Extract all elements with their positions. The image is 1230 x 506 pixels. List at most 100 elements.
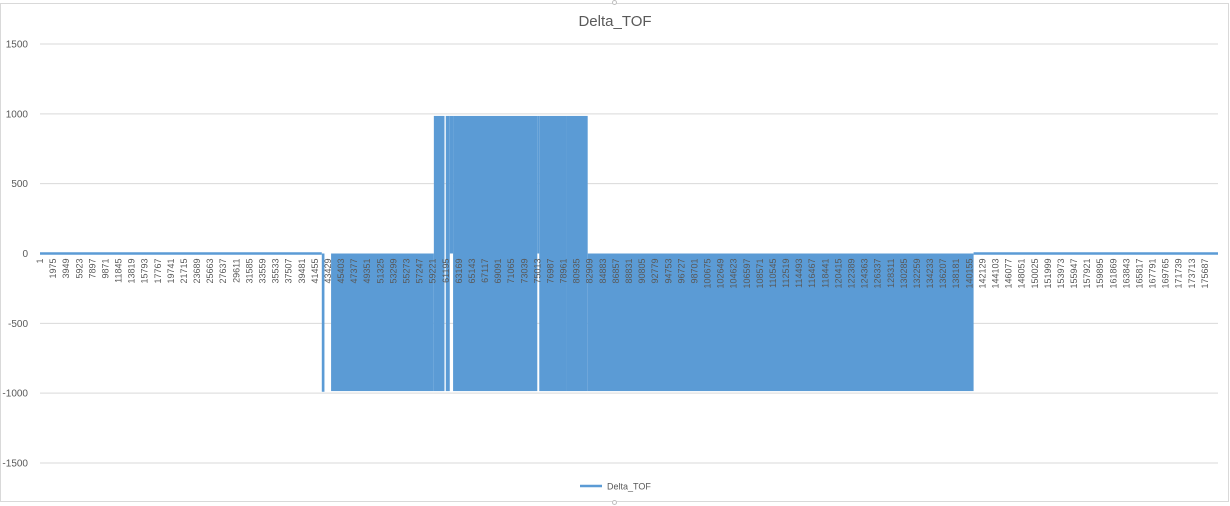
x-tick-label: 5923 <box>74 259 84 279</box>
x-tick-label: 23689 <box>192 259 202 284</box>
x-tick-label: 1 <box>35 259 45 264</box>
x-tick-label: 159895 <box>1095 259 1105 289</box>
series-band-segment <box>433 115 445 392</box>
x-tick-label: 78961 <box>559 259 569 284</box>
x-tick-label: 37507 <box>284 259 294 284</box>
x-tick-label: 114493 <box>794 259 804 288</box>
series-delta-tof <box>40 115 1218 392</box>
x-tick-label: 167791 <box>1148 259 1158 289</box>
x-tick-label: 47377 <box>349 259 359 284</box>
x-tick-label: 82909 <box>585 259 595 284</box>
x-tick-label: 55273 <box>401 259 411 284</box>
x-tick-label: 140155 <box>964 259 974 289</box>
x-tick-label: 90805 <box>637 259 647 284</box>
x-tick-label: 130285 <box>899 259 909 289</box>
x-tick-label: 138181 <box>951 259 961 289</box>
series-band-segment <box>587 253 974 392</box>
x-tick-label: 120415 <box>833 259 843 289</box>
x-tick-label: 132259 <box>912 259 922 289</box>
x-tick-label: 27637 <box>218 259 228 284</box>
x-tick-label: 45403 <box>336 259 346 284</box>
y-tick-label: -1500 <box>2 459 28 470</box>
x-tick-label: 169765 <box>1161 259 1171 289</box>
x-tick-label: 88831 <box>624 259 634 284</box>
x-tick-label: 108571 <box>755 259 765 289</box>
series-band-segment <box>537 115 540 254</box>
resize-handle-bottom[interactable] <box>612 500 617 505</box>
series-band-segment <box>331 253 434 392</box>
x-tick-label: 19741 <box>166 259 176 284</box>
x-tick-label: 63169 <box>454 259 464 284</box>
x-tick-label: 59221 <box>428 259 438 284</box>
x-tick-label: 136207 <box>938 259 948 289</box>
series-band-segment <box>539 115 567 392</box>
x-tick-label: 9871 <box>100 259 110 279</box>
x-tick-label: 112519 <box>781 259 791 288</box>
x-tick-label: 134233 <box>925 259 935 289</box>
x-tick-label: 31585 <box>244 259 254 284</box>
x-tick-label: 124363 <box>860 259 870 289</box>
x-tick-label: 146077 <box>1004 259 1014 289</box>
x-tick-label: 106597 <box>742 259 752 289</box>
x-tick-label: 165817 <box>1134 259 1144 289</box>
x-tick-label: 1975 <box>48 259 58 279</box>
x-tick-label: 157921 <box>1082 259 1092 289</box>
x-tick-label: 35533 <box>271 259 281 284</box>
x-tick-label: 41455 <box>310 259 320 284</box>
series-band-segment <box>453 115 538 392</box>
x-tick-label: 7897 <box>87 259 97 279</box>
x-tick-label: 175687 <box>1200 259 1210 289</box>
x-tick-label: 171739 <box>1174 259 1184 289</box>
x-tick-label: 39481 <box>297 259 307 284</box>
x-tick-label: 94753 <box>663 259 673 284</box>
x-tick-label: 49351 <box>362 259 372 284</box>
x-tick-label: 155947 <box>1069 259 1079 289</box>
y-tick-label: -500 <box>8 319 28 330</box>
x-tick-label: 128311 <box>886 259 896 288</box>
x-tick-label: 144103 <box>990 259 1000 289</box>
y-tick-label: -1000 <box>2 389 28 400</box>
x-tick-label: 80935 <box>572 259 582 284</box>
x-tick-label: 57247 <box>415 259 425 284</box>
x-tick-label: 29611 <box>231 259 241 283</box>
resize-handle-top[interactable] <box>612 0 617 5</box>
series-band-segment <box>449 115 454 254</box>
x-tick-label: 84883 <box>598 259 608 284</box>
x-tick-label: 13819 <box>127 259 137 284</box>
x-tick-label: 148051 <box>1017 259 1027 289</box>
y-tick-label: 1000 <box>6 109 29 120</box>
x-tick-label: 73039 <box>519 259 529 284</box>
x-tick-label: 53299 <box>388 259 398 284</box>
x-tick-label: 142129 <box>977 259 987 289</box>
legend: Delta_TOF <box>580 482 651 492</box>
y-tick-label: 0 <box>22 249 28 260</box>
series-band-segment <box>321 253 325 392</box>
legend-label-delta-tof: Delta_TOF <box>607 482 651 492</box>
gridlines <box>40 43 1218 464</box>
x-tick-label: 122389 <box>847 259 857 289</box>
x-tick-label: 76987 <box>545 259 555 284</box>
x-tick-label: 43429 <box>323 259 333 284</box>
x-tick-label: 153973 <box>1056 259 1066 289</box>
x-tick-label: 173713 <box>1187 259 1197 289</box>
series-band-segment <box>445 115 450 392</box>
x-tick-label: 21715 <box>179 259 189 284</box>
x-tick-label: 110545 <box>768 259 778 288</box>
y-axis-ticks: 1500 1000 500 0 -500 -1000 -1500 <box>2 40 28 470</box>
x-tick-label: 163843 <box>1121 259 1131 289</box>
x-tick-label: 96727 <box>676 259 686 284</box>
x-tick-label: 11845 <box>114 259 124 283</box>
x-tick-label: 116467 <box>807 259 817 288</box>
x-tick-label: 92779 <box>650 259 660 284</box>
x-tick-label: 69091 <box>493 259 503 284</box>
x-tick-label: 104623 <box>729 259 739 289</box>
y-tick-label: 500 <box>11 179 28 190</box>
x-tick-label: 3949 <box>61 259 71 279</box>
x-tick-label: 161869 <box>1108 259 1118 289</box>
x-tick-label: 150025 <box>1030 259 1040 289</box>
x-tick-label: 75013 <box>532 259 542 284</box>
x-tick-label: 118441 <box>820 259 830 288</box>
x-tick-label: 102649 <box>716 259 726 289</box>
